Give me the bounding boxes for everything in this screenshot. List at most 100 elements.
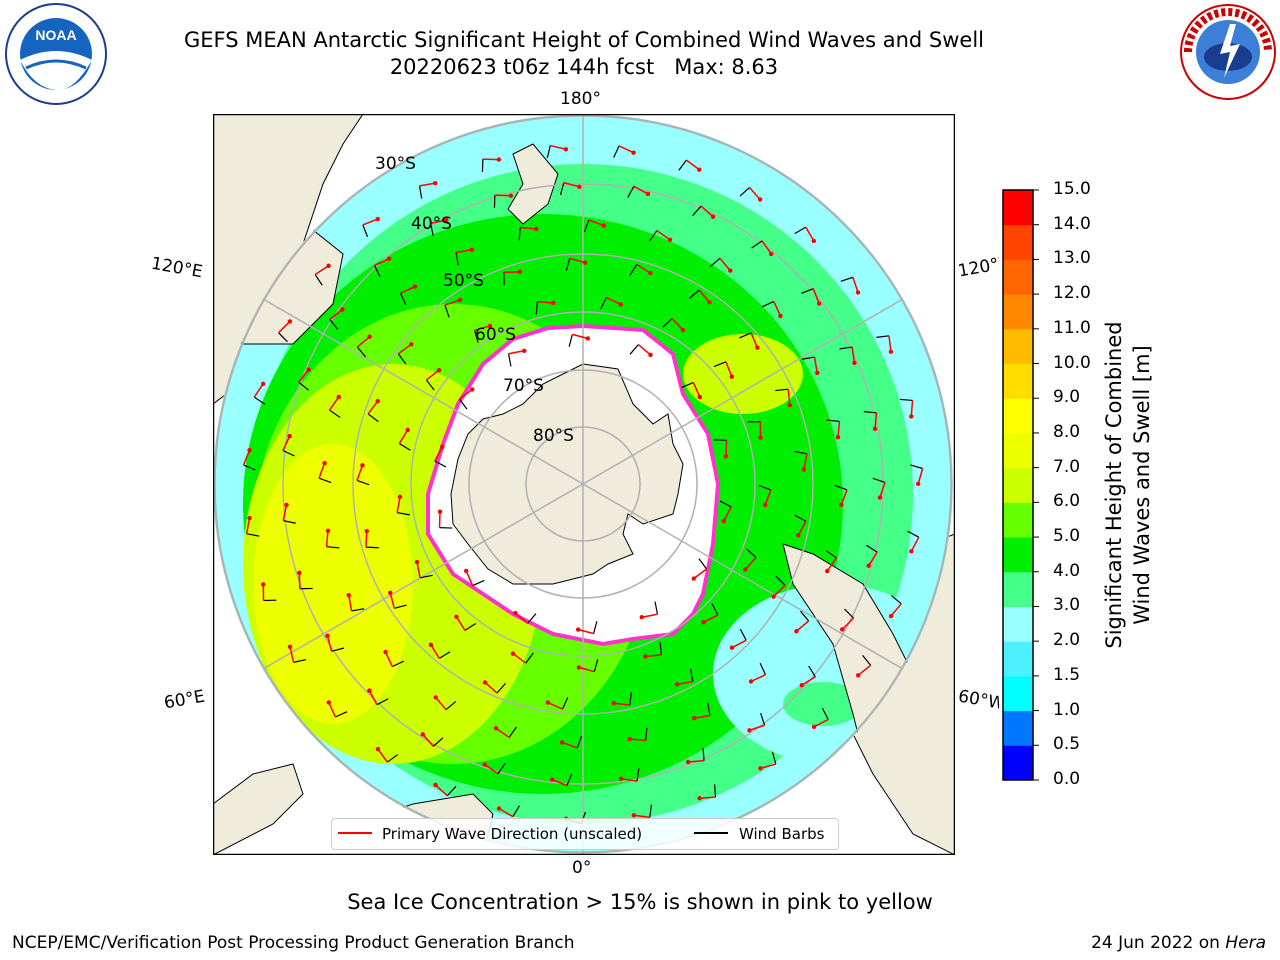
wind-barb [583, 219, 590, 233]
wind-barb [600, 297, 607, 310]
wave-arrow [551, 778, 568, 787]
wave-arrow-head [261, 582, 266, 587]
wave-arrow [764, 489, 772, 506]
chart-title: GEFS MEAN Antarctic Significant Height o… [183, 28, 985, 52]
wave-arrow-head [375, 216, 380, 222]
wind-barb [246, 533, 260, 537]
wind-barb [866, 544, 878, 553]
wind-barb [351, 608, 365, 612]
wave-arrow-head [799, 683, 804, 688]
wind-barb [907, 530, 920, 538]
wave-arrow-head [697, 796, 702, 801]
wave-arrow [377, 748, 388, 763]
wave-arrow [318, 462, 326, 479]
wave-arrow [444, 299, 461, 306]
colorbar-segment [1003, 606, 1033, 642]
wind-barb [535, 301, 538, 315]
wave-arrow-head [469, 247, 475, 252]
wave-arrow-head [763, 502, 768, 508]
wave-arrow-head [260, 381, 266, 386]
wave-arrow [561, 741, 578, 749]
wave-arrow-head [383, 649, 388, 655]
wave-arrow [537, 300, 554, 304]
wave-arrow-head [375, 398, 380, 404]
wave-arrow-head [306, 367, 311, 372]
wind-barb [821, 707, 829, 720]
colorbar-segment [1003, 294, 1033, 330]
wave-arrow-head [436, 368, 442, 373]
wave-arrow [748, 187, 761, 200]
wave-arrow-head [888, 349, 894, 354]
wave-arrow-head [336, 394, 341, 400]
wave-arrow [282, 504, 288, 521]
colorbar-segment [1003, 745, 1033, 781]
wave-arrow [384, 651, 393, 667]
wave-arrow [435, 696, 447, 711]
wave-arrow [685, 159, 700, 171]
wind-barb [253, 396, 266, 405]
wave-arrow [803, 453, 808, 470]
wave-arrow [787, 389, 791, 406]
wave-arrow [245, 517, 251, 534]
wave-arrow-head [697, 394, 703, 400]
wave-arrow-head [325, 633, 330, 638]
wind-barb [430, 223, 434, 236]
legend-line-barbs [694, 832, 728, 834]
wave-arrow-head [852, 360, 857, 366]
wave-arrow-head [757, 197, 763, 202]
wind-barb [794, 450, 808, 455]
wave-arrow [367, 400, 379, 415]
wave-arrow-head [247, 515, 252, 521]
wind-barb [419, 574, 433, 579]
wind-barb [464, 622, 477, 631]
wave-arrow-head [729, 374, 735, 379]
wave-arrow-head [877, 495, 883, 500]
wave-arrow [795, 620, 810, 632]
wind-barb [739, 628, 747, 641]
wave-arrow-head [284, 502, 289, 508]
colorbar-tick-label: 5.0 [1053, 526, 1081, 547]
wind-barb [713, 361, 727, 368]
wave-arrow [588, 219, 605, 227]
wave-arrow [750, 674, 766, 683]
wind-barb [356, 346, 366, 358]
wave-arrow [698, 289, 711, 303]
wave-arrow [242, 449, 251, 466]
wave-arrow [569, 257, 586, 264]
wave-arrow [812, 288, 820, 304]
wave-arrow [325, 530, 329, 547]
wave-arrow [773, 301, 782, 317]
colorbar-segment [1003, 363, 1033, 399]
wave-arrow [890, 603, 902, 617]
wave-arrow [508, 350, 525, 355]
wind-barb [283, 520, 296, 524]
wind-barb [329, 409, 341, 418]
colorbar-tick-label: 8.0 [1053, 421, 1081, 442]
wind-barb [434, 460, 447, 468]
wave-arrow-head [816, 301, 822, 306]
wave-arrow-head [685, 759, 691, 765]
wave-arrow [348, 595, 353, 612]
wave-arrow [910, 536, 920, 552]
wind-barb [872, 477, 886, 483]
colorbar-label-line1: Significant Height of Combined [1102, 321, 1126, 649]
wave-arrow [494, 194, 511, 197]
wave-arrow-head [839, 502, 844, 508]
map-legend: Primary Wave Direction (unscaled) Wind B… [331, 818, 839, 850]
wind-barb [759, 662, 767, 675]
wind-barb [314, 274, 323, 286]
wave-arrow-head [631, 813, 637, 818]
wave-arrow-head [723, 454, 729, 459]
wave-arrow [694, 714, 711, 719]
wave-arrow [512, 652, 527, 664]
lon-label-lower-right: 60°W [956, 686, 1002, 714]
wave-arrow [879, 482, 886, 498]
lat-label-50s: 50°S [443, 271, 484, 291]
wave-arrow-head [322, 460, 327, 466]
wave-arrow [329, 308, 343, 320]
wave-arrow-head [510, 651, 516, 656]
wind-barb [739, 332, 752, 339]
wave-arrow [613, 702, 630, 706]
wave-arrow-head [674, 682, 680, 687]
wave-arrow-head [325, 528, 331, 533]
